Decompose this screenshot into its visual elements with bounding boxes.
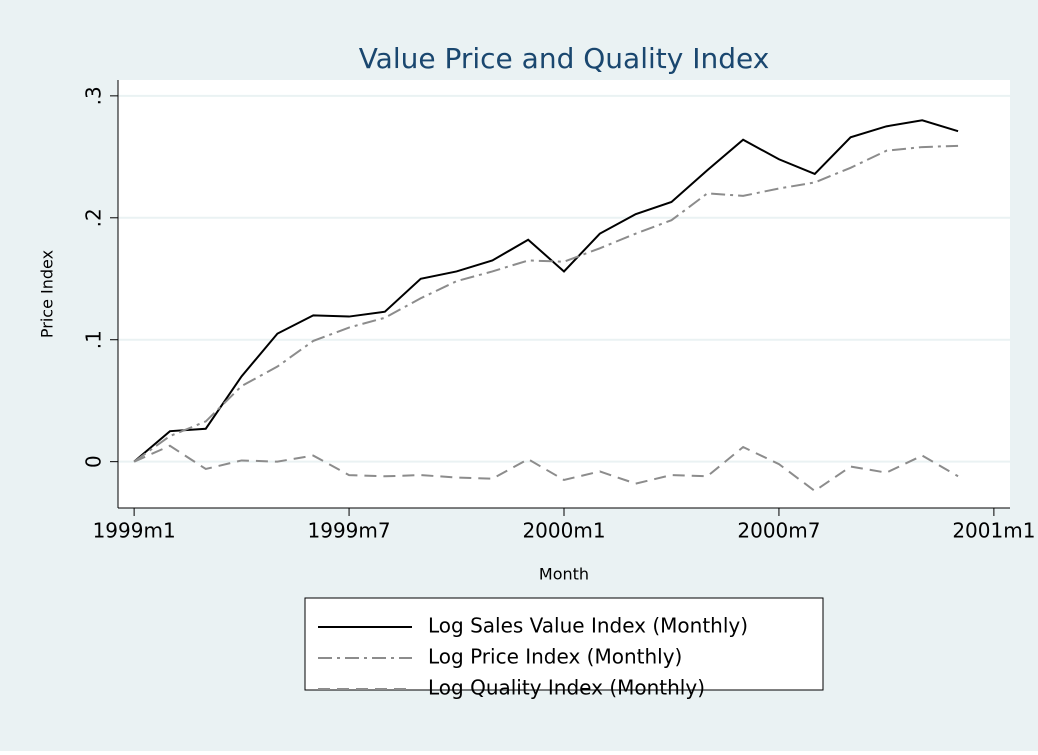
chart-title: Value Price and Quality Index xyxy=(359,42,770,75)
legend xyxy=(304,597,824,691)
y-tick-label: 0 xyxy=(82,455,106,468)
x-tick-label: 1999m7 xyxy=(308,519,391,543)
x-axis-label: Month xyxy=(539,565,589,584)
legend-label: Log Quality Index (Monthly) xyxy=(428,676,705,700)
plot-area xyxy=(118,80,1010,508)
x-tick-label: 2001m1 xyxy=(952,519,1035,543)
x-tick-label: 2000m7 xyxy=(737,519,820,543)
x-tick-label: 2000m1 xyxy=(522,519,605,543)
y-axis-label: Price Index xyxy=(38,250,57,338)
y-tick-label: .3 xyxy=(82,86,106,105)
legend-label: Log Sales Value Index (Monthly) xyxy=(428,614,748,638)
x-tick-label: 1999m1 xyxy=(93,519,176,543)
series-line xyxy=(133,444,959,493)
series-line xyxy=(133,144,959,463)
y-tick-label: .1 xyxy=(82,330,106,349)
series-line xyxy=(133,119,959,463)
y-tick-label: .2 xyxy=(82,208,106,227)
legend-label: Log Price Index (Monthly) xyxy=(428,645,682,669)
